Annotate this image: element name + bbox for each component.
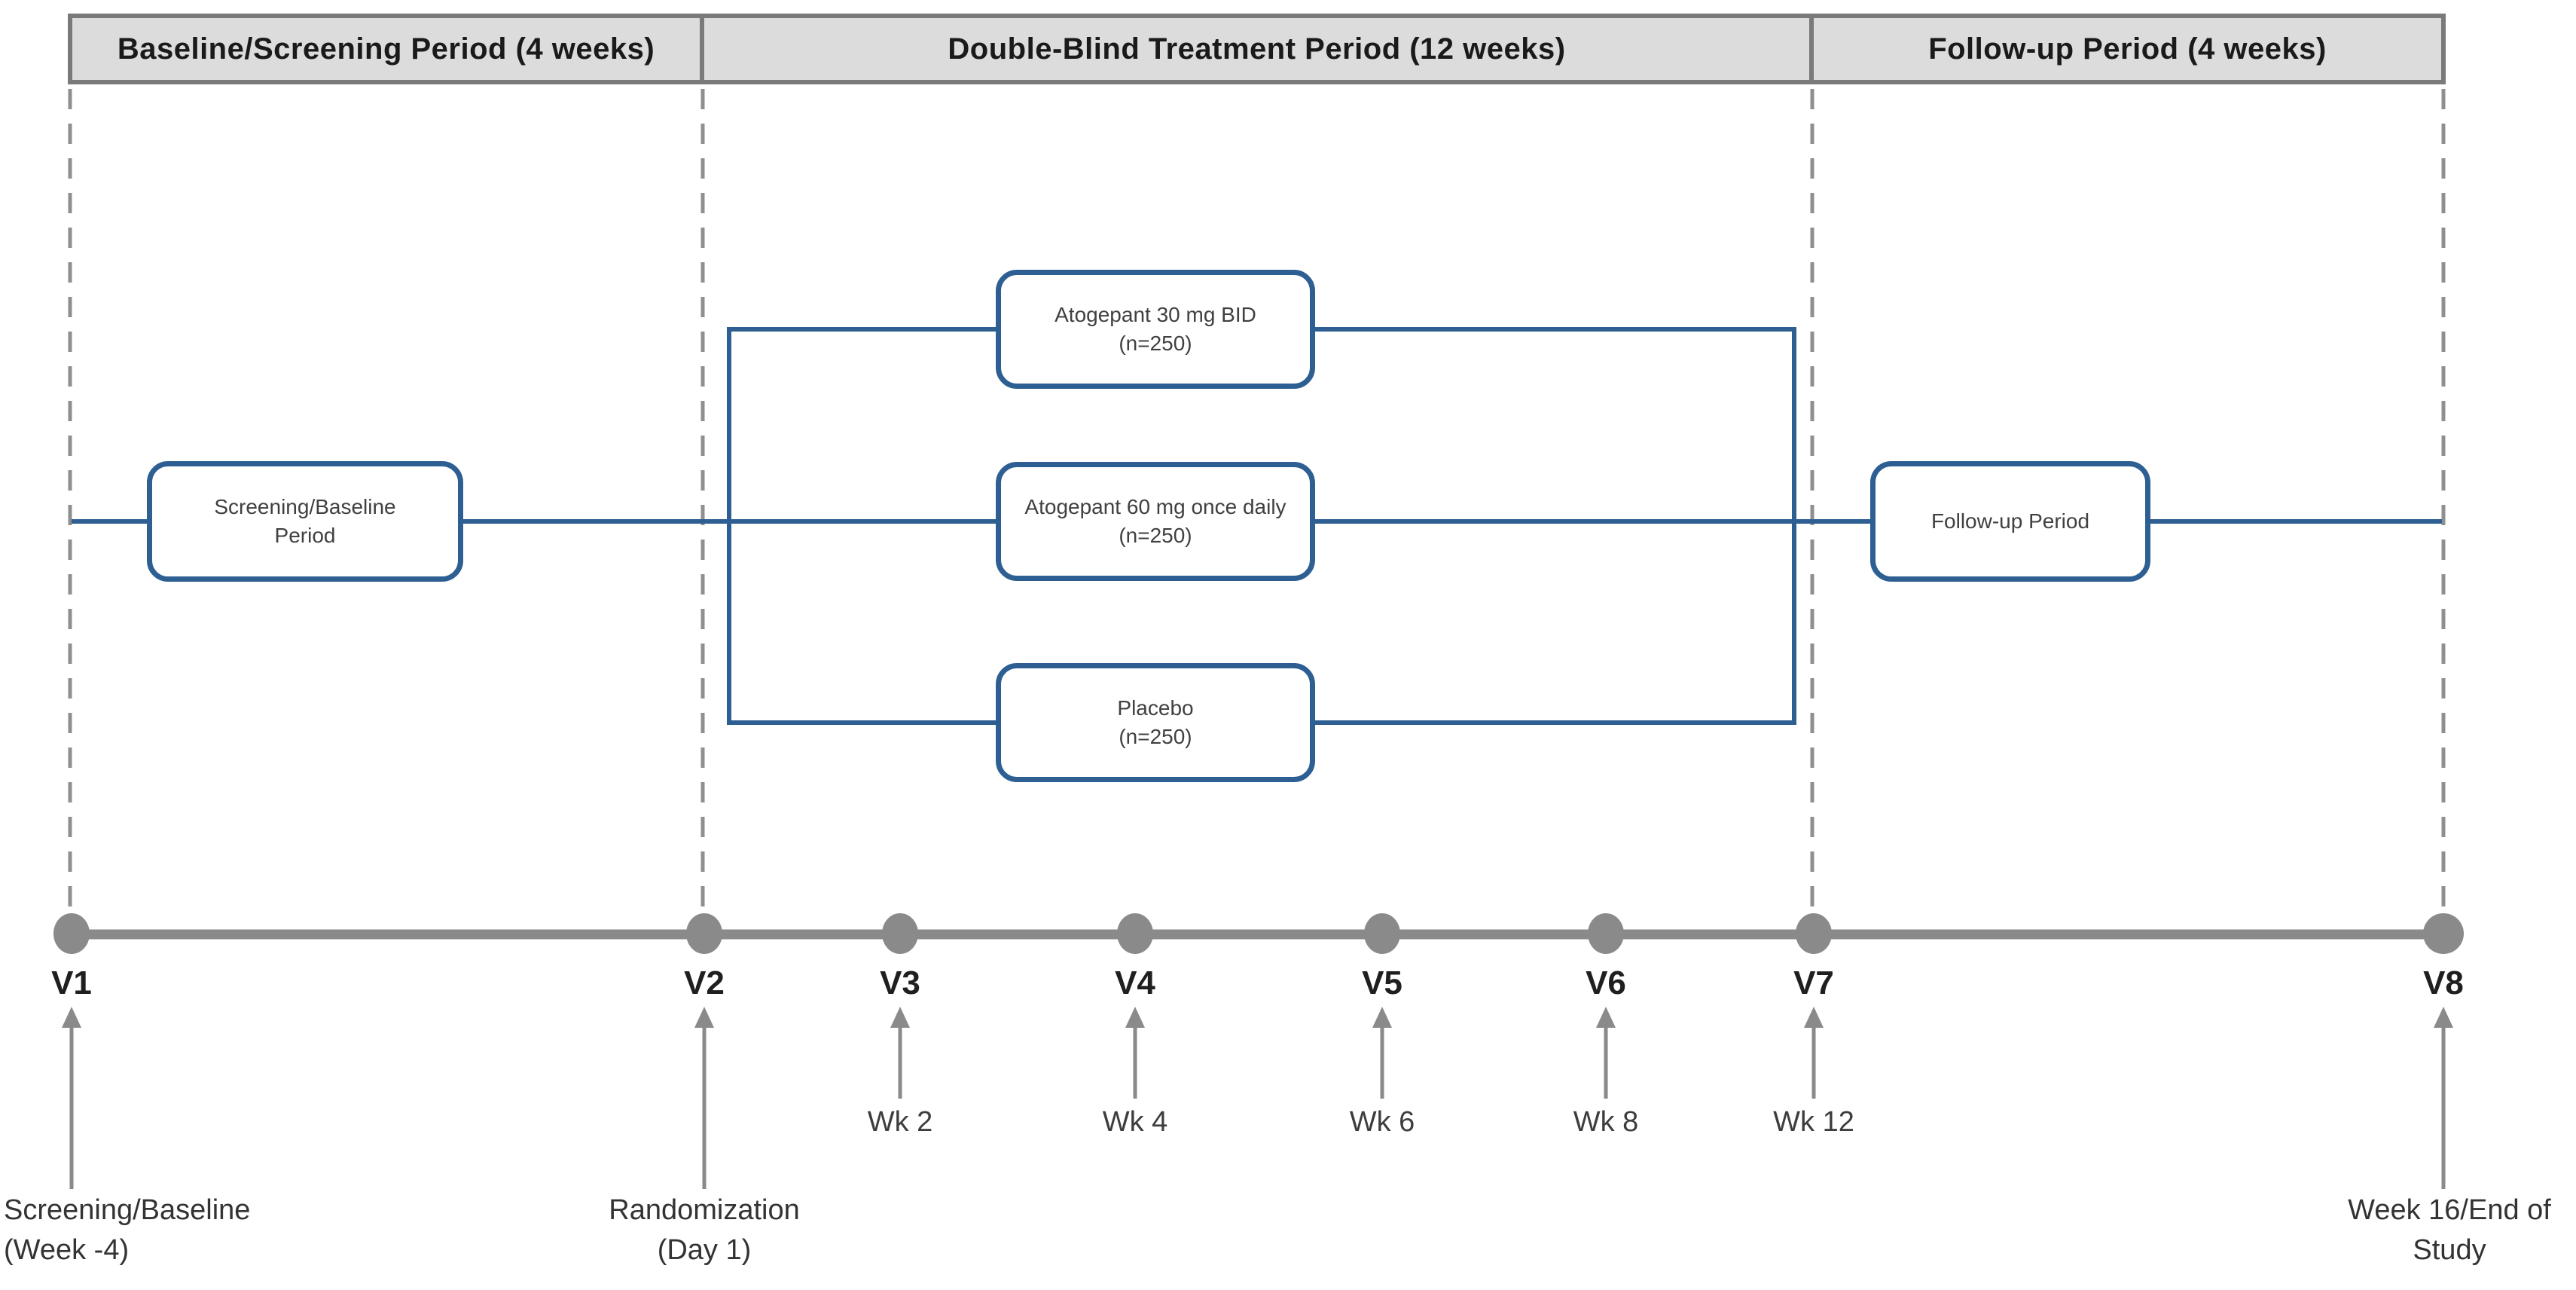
arm-box-atogepant-60mg-daily-line2: (n=250) xyxy=(1119,524,1192,547)
followup-period-box: Follow-up Period xyxy=(1870,461,2150,582)
caption-end-of-study-line1: Week 16/End of xyxy=(2348,1194,2551,1226)
visit-label-v2: V2 xyxy=(684,964,725,1001)
visit-label-v6: V6 xyxy=(1586,964,1626,1001)
arrow-v8 xyxy=(2434,1007,2453,1189)
caption-randomization: Randomization (Day 1) xyxy=(531,1191,877,1270)
arm-box-atogepant-30mg-bid: Atogepant 30 mg BID (n=250) xyxy=(996,270,1315,389)
period-header-baseline-label: Baseline/Screening Period (4 weeks) xyxy=(117,32,655,66)
arrow-v4 xyxy=(1125,1007,1145,1099)
caption-screening-baseline-line2: (Week -4) xyxy=(4,1234,130,1266)
arrow-v2 xyxy=(694,1007,714,1189)
period-header-followup: Follow-up Period (4 weeks) xyxy=(1809,14,2446,84)
week-marker-wk12: Wk 12 xyxy=(1773,1106,1854,1138)
visit-dot-v2 xyxy=(686,913,722,954)
arm-box-placebo-line2: (n=250) xyxy=(1119,725,1192,748)
caption-screening-baseline: Screening/Baseline (Week -4) xyxy=(4,1191,250,1270)
followup-period-box-line1: Follow-up Period xyxy=(1930,509,2090,533)
visit-dot-v6 xyxy=(1588,913,1624,954)
period-header-baseline: Baseline/Screening Period (4 weeks) xyxy=(68,14,704,84)
week-marker-wk2: Wk 2 xyxy=(867,1106,933,1138)
arm-box-placebo: Placebo (n=250) xyxy=(996,663,1315,782)
visit-dot-v5 xyxy=(1364,913,1400,954)
caption-randomization-line1: Randomization xyxy=(609,1194,800,1226)
caption-randomization-line2: (Day 1) xyxy=(657,1234,752,1266)
week-marker-wk8: Wk 8 xyxy=(1573,1106,1639,1138)
screening-period-box-line1: Screening/Baseline xyxy=(214,495,396,518)
visit-dot-v8 xyxy=(2423,913,2464,954)
period-header-treatment: Double-Blind Treatment Period (12 weeks) xyxy=(700,14,1814,84)
arm-box-atogepant-30mg-bid-line1: Atogepant 30 mg BID xyxy=(1055,303,1256,326)
arm-box-placebo-line1: Placebo xyxy=(1117,696,1194,720)
arrow-v7 xyxy=(1804,1007,1824,1099)
period-header-followup-label: Follow-up Period (4 weeks) xyxy=(1928,32,2327,66)
visit-dot-v4 xyxy=(1117,913,1153,954)
visit-dot-v3 xyxy=(882,913,918,954)
visit-dot-v7 xyxy=(1796,913,1832,954)
arrow-v6 xyxy=(1596,1007,1616,1099)
screening-period-box: Screening/Baseline Period xyxy=(147,461,463,582)
arm-box-atogepant-60mg-daily: Atogepant 60 mg once daily (n=250) xyxy=(996,462,1315,581)
week-marker-wk6: Wk 6 xyxy=(1349,1106,1415,1138)
period-header-treatment-label: Double-Blind Treatment Period (12 weeks) xyxy=(948,32,1566,66)
visit-label-v3: V3 xyxy=(880,964,920,1001)
week-marker-wk4: Wk 4 xyxy=(1102,1106,1168,1138)
caption-screening-baseline-line1: Screening/Baseline xyxy=(4,1194,251,1226)
visit-label-v5: V5 xyxy=(1362,964,1402,1001)
visit-label-v4: V4 xyxy=(1115,964,1155,1001)
screening-period-box-line2: Period xyxy=(274,524,336,547)
caption-end-of-study-line2: Study xyxy=(2413,1234,2486,1266)
arrow-v5 xyxy=(1372,1007,1392,1099)
arm-box-atogepant-60mg-daily-line1: Atogepant 60 mg once daily xyxy=(1024,495,1286,518)
visit-label-v7: V7 xyxy=(1793,964,1834,1001)
arm-box-atogepant-30mg-bid-line2: (n=250) xyxy=(1119,332,1192,355)
visit-label-v1: V1 xyxy=(51,964,92,1001)
visit-label-v8: V8 xyxy=(2423,964,2464,1001)
visit-dot-v1 xyxy=(53,913,90,954)
caption-end-of-study: Week 16/End of Study xyxy=(2276,1191,2576,1270)
arrow-v3 xyxy=(890,1007,910,1099)
arrow-v1 xyxy=(62,1007,81,1189)
